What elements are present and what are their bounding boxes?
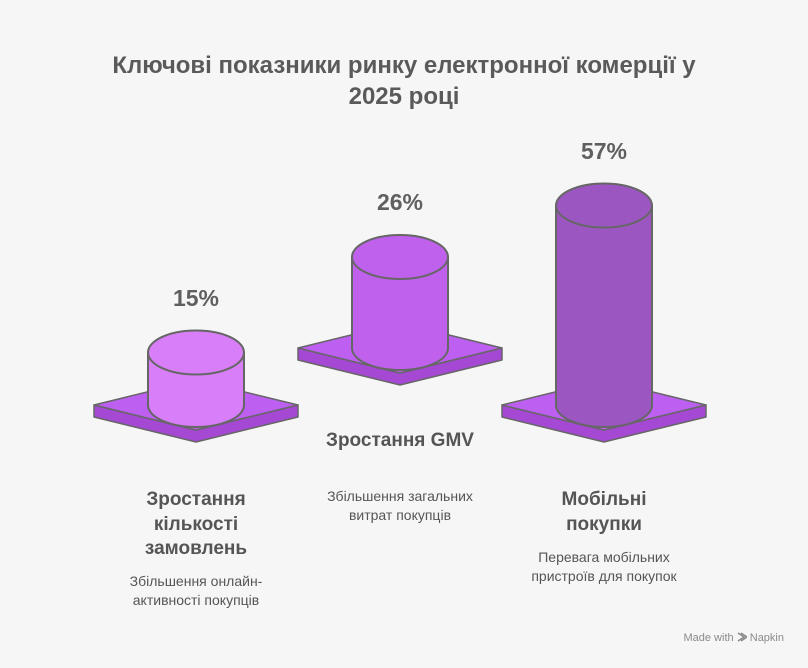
category-description: Перевага мобільних пристроїв для покупок <box>531 549 677 584</box>
value-label: 15% <box>172 284 220 311</box>
cylinder-top <box>147 329 245 376</box>
footer-text: Made with <box>683 632 734 644</box>
category-label: Мобільні покупки <box>561 489 647 535</box>
cylinder <box>555 204 653 428</box>
value-label: 26% <box>376 189 424 215</box>
logo <box>737 632 749 642</box>
value-label: 57% <box>580 137 628 164</box>
category-label: Зростання кількості замовлень <box>144 489 248 559</box>
category-description: Збільшення онлайн-активності покупців <box>129 573 263 608</box>
chart-title: Ключові показники ринку електронної коме… <box>112 52 696 110</box>
category-description: Збільшення загальних витрат покупців <box>327 488 473 523</box>
category-label: Зростання GMV <box>326 430 474 451</box>
cylinder-top <box>351 234 449 280</box>
cylinder <box>351 256 449 371</box>
cylinder-top <box>555 182 653 229</box>
footer-brand: Napkin <box>749 632 784 644</box>
footer: Made with Napkin <box>683 632 784 644</box>
